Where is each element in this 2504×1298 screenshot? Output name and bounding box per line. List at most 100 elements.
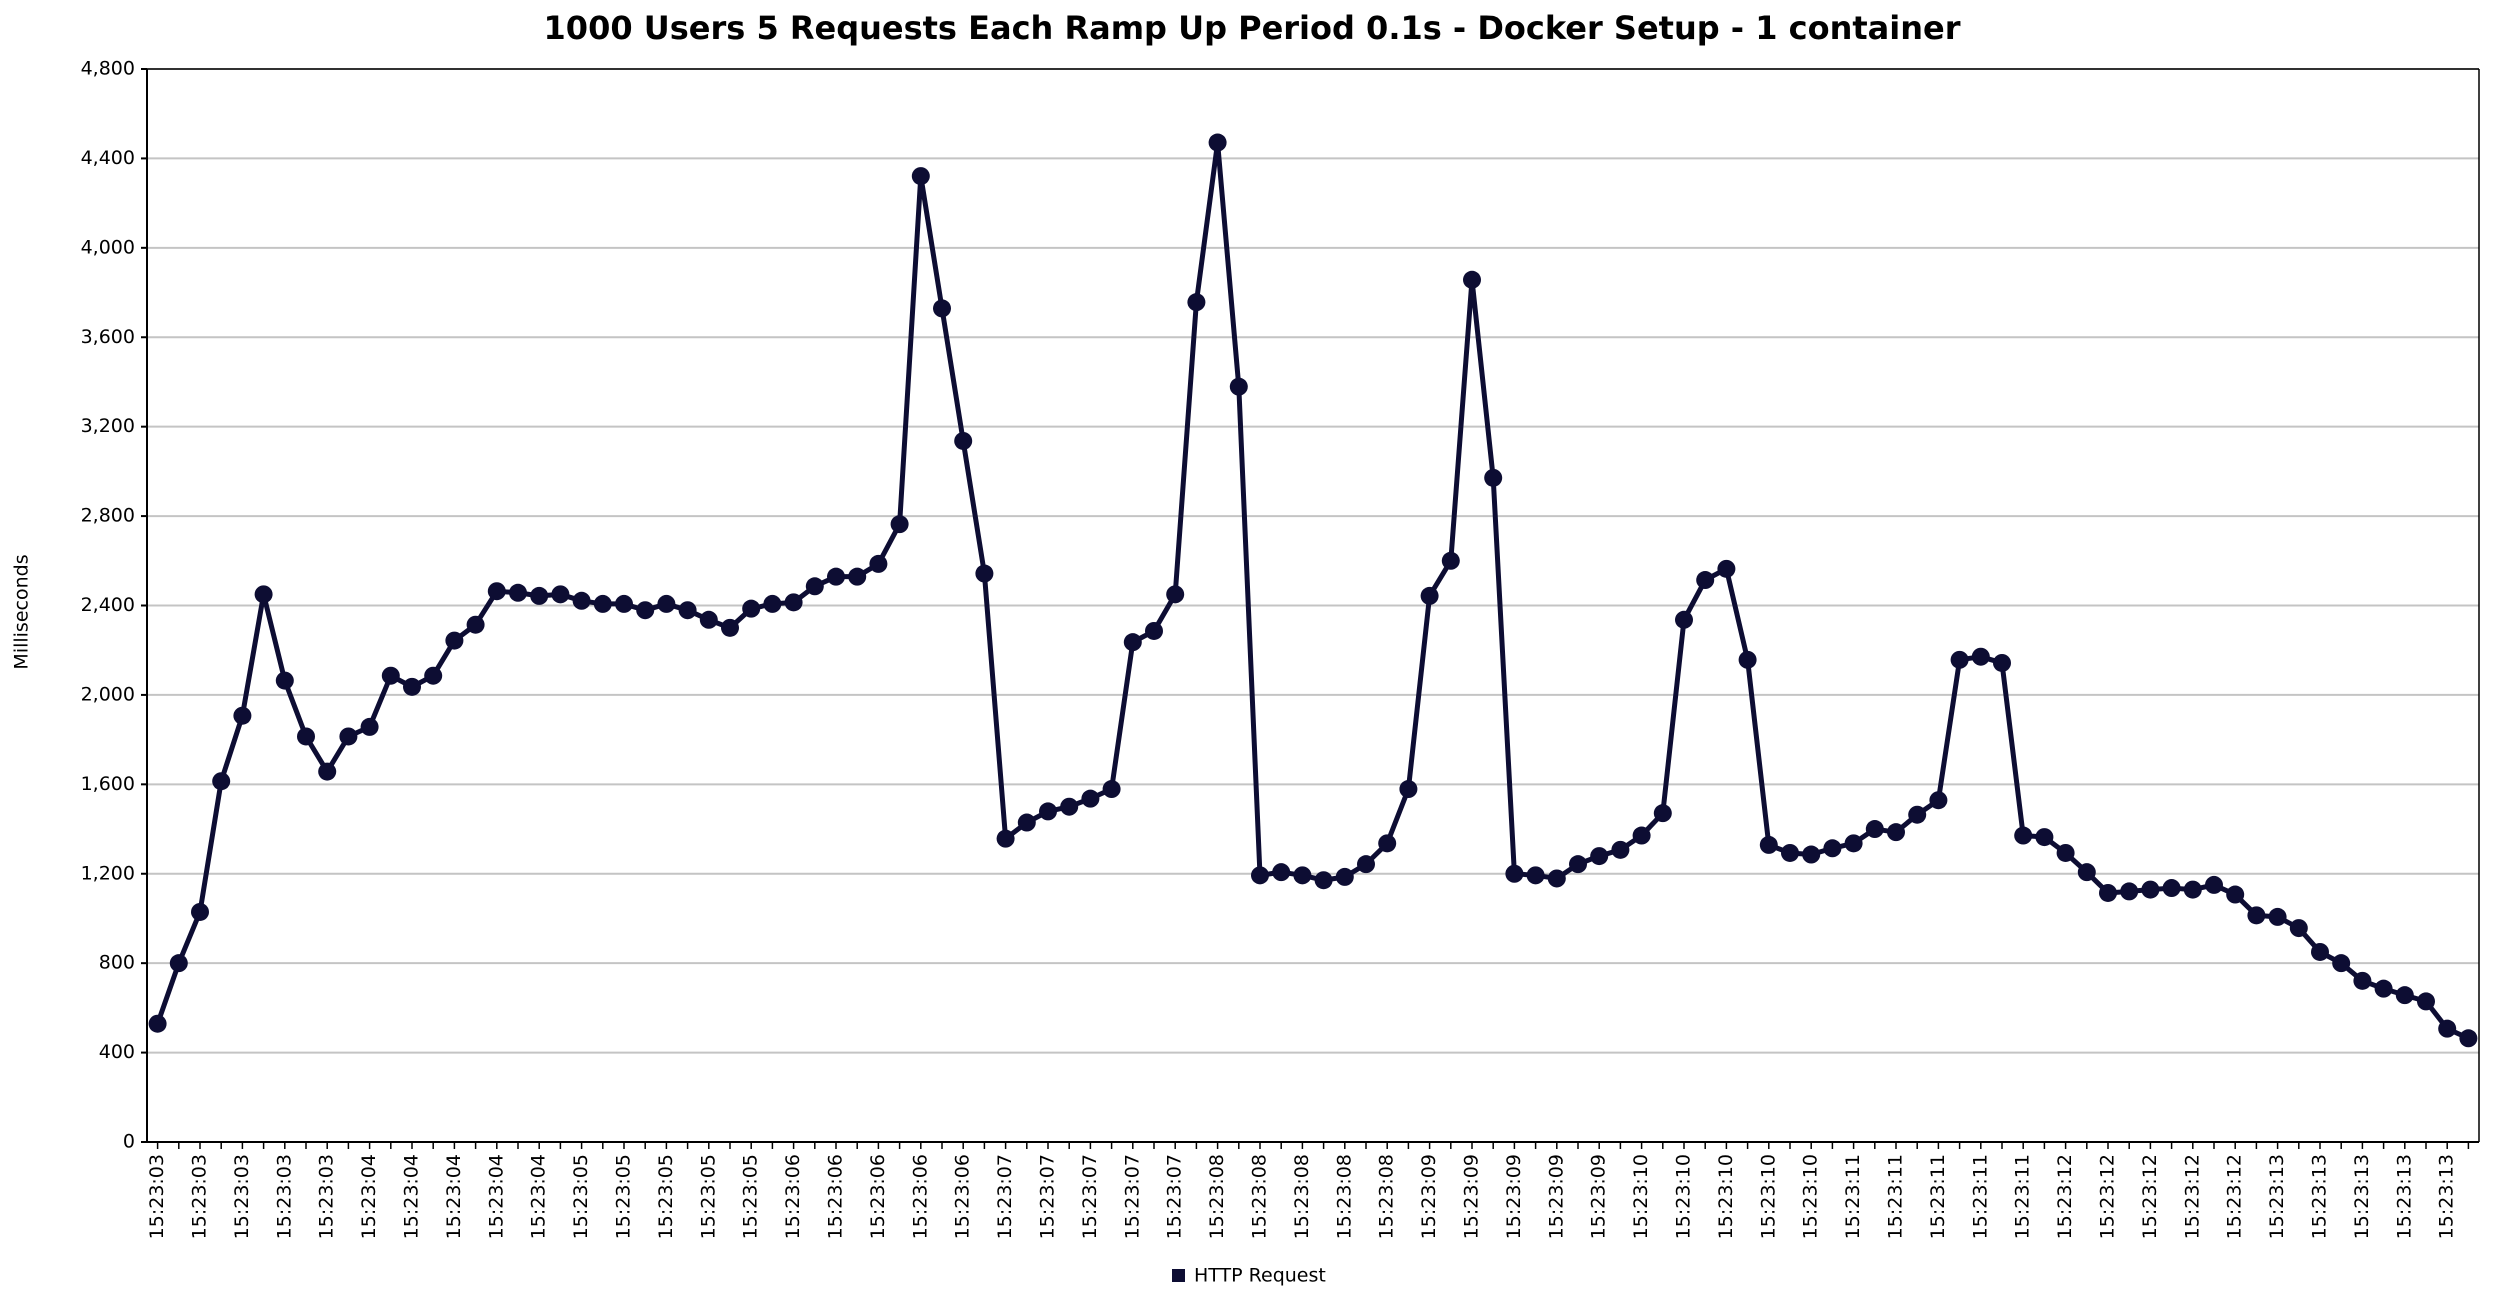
y-tick-label: 2,000 bbox=[81, 683, 135, 705]
data-point bbox=[1887, 823, 1905, 842]
data-point bbox=[1166, 585, 1185, 604]
data-point bbox=[551, 585, 570, 604]
data-point bbox=[1399, 780, 1418, 799]
data-point bbox=[2311, 942, 2329, 961]
data-point bbox=[1717, 559, 1736, 578]
data-point bbox=[1378, 834, 1397, 853]
data-point bbox=[2268, 907, 2287, 926]
x-tick-label: 15:23:10 bbox=[1757, 1154, 1779, 1239]
data-point bbox=[1505, 864, 1524, 883]
data-point bbox=[2205, 875, 2223, 894]
legend-swatch bbox=[1172, 1269, 1185, 1282]
data-point bbox=[615, 594, 633, 613]
x-tick-label: 15:23:03 bbox=[231, 1154, 253, 1239]
data-point bbox=[2289, 919, 2308, 938]
x-tick-label: 15:23:12 bbox=[2181, 1154, 2203, 1239]
data-point bbox=[2332, 954, 2351, 973]
x-tick-label: 15:23:05 bbox=[655, 1154, 677, 1239]
y-tick-label: 400 bbox=[99, 1041, 135, 1063]
data-point bbox=[1759, 835, 1778, 854]
x-tick-label: 15:23:10 bbox=[1800, 1154, 1822, 1239]
x-tick-label: 15:23:09 bbox=[1461, 1154, 1483, 1239]
x-tick-label: 15:23:08 bbox=[1333, 1154, 1355, 1239]
data-point bbox=[636, 601, 655, 620]
data-point bbox=[424, 666, 443, 685]
y-tick-label: 0 bbox=[123, 1131, 135, 1153]
data-point bbox=[1187, 293, 1206, 312]
data-point bbox=[1017, 813, 1036, 832]
data-point bbox=[996, 829, 1015, 848]
data-point bbox=[530, 586, 549, 605]
data-point bbox=[805, 577, 824, 596]
x-tick-label: 15:23:10 bbox=[1630, 1154, 1652, 1239]
y-tick-label: 3,200 bbox=[81, 415, 135, 437]
data-point bbox=[2395, 986, 2414, 1005]
data-point bbox=[466, 615, 485, 634]
data-point bbox=[1823, 839, 1842, 858]
data-point bbox=[233, 706, 252, 725]
data-point bbox=[1208, 133, 1227, 152]
data-point bbox=[381, 666, 400, 685]
data-point bbox=[2141, 880, 2160, 899]
x-tick-label: 15:23:08 bbox=[1206, 1154, 1228, 1239]
data-point bbox=[1781, 843, 1799, 862]
data-point bbox=[1526, 866, 1545, 885]
x-tick-label: 15:23:09 bbox=[1545, 1154, 1567, 1239]
data-point bbox=[1441, 551, 1460, 570]
x-tick-label: 15:23:04 bbox=[528, 1154, 550, 1239]
data-point bbox=[1929, 791, 1948, 810]
x-tick-label: 15:23:13 bbox=[2309, 1154, 2331, 1239]
x-tick-label: 15:23:06 bbox=[867, 1154, 889, 1239]
data-point bbox=[1463, 270, 1481, 289]
x-tick-label: 15:23:04 bbox=[443, 1154, 465, 1239]
data-point bbox=[1251, 866, 1269, 885]
data-point bbox=[1272, 863, 1291, 882]
data-point bbox=[2247, 906, 2266, 925]
data-point bbox=[2162, 879, 2181, 898]
x-tick-label: 15:23:07 bbox=[1121, 1154, 1143, 1239]
data-point bbox=[933, 299, 951, 318]
y-axis-label: Milliseconds bbox=[11, 554, 33, 669]
x-tick-label: 15:23:03 bbox=[189, 1154, 211, 1239]
data-point bbox=[1102, 780, 1121, 799]
x-tick-label: 15:23:07 bbox=[994, 1154, 1016, 1239]
x-tick-label: 15:23:08 bbox=[1376, 1154, 1398, 1239]
data-point bbox=[297, 727, 315, 746]
data-point bbox=[212, 772, 231, 791]
data-point bbox=[1632, 826, 1651, 845]
y-tick-label: 4,800 bbox=[81, 58, 135, 80]
data-point bbox=[2056, 843, 2075, 862]
x-tick-label: 15:23:06 bbox=[909, 1154, 931, 1239]
x-tick-label: 15:23:13 bbox=[2266, 1154, 2288, 1239]
x-tick-label: 15:23:05 bbox=[697, 1154, 719, 1239]
x-tick-label: 15:23:07 bbox=[1164, 1154, 1186, 1239]
x-tick-label: 15:23:08 bbox=[1249, 1154, 1271, 1239]
data-point bbox=[1908, 805, 1927, 824]
data-point bbox=[487, 582, 506, 601]
x-tick-label: 15:23:13 bbox=[2351, 1154, 2373, 1239]
data-point bbox=[1335, 867, 1354, 886]
y-tick-label: 2,800 bbox=[81, 505, 135, 527]
x-tick-label: 15:23:03 bbox=[316, 1154, 338, 1239]
data-point bbox=[1738, 650, 1757, 669]
y-tick-label: 1,200 bbox=[81, 862, 135, 884]
x-tick-label: 15:23:13 bbox=[2393, 1154, 2415, 1239]
data-point bbox=[975, 564, 994, 583]
x-tick-label: 15:23:12 bbox=[2097, 1154, 2119, 1239]
data-point bbox=[721, 618, 739, 637]
data-point bbox=[848, 567, 867, 586]
data-point bbox=[572, 591, 591, 610]
data-point bbox=[1060, 797, 1079, 816]
data-point bbox=[657, 594, 676, 613]
x-tick-label: 15:23:08 bbox=[1291, 1154, 1313, 1239]
data-point bbox=[1314, 871, 1333, 890]
y-tick-label: 800 bbox=[99, 952, 135, 974]
y-tick-label: 3,600 bbox=[81, 326, 135, 348]
data-point bbox=[1844, 834, 1863, 853]
data-point bbox=[360, 717, 379, 736]
data-point bbox=[1145, 621, 1163, 640]
data-point bbox=[1123, 633, 1142, 652]
data-point bbox=[445, 631, 464, 650]
data-point bbox=[1081, 789, 1100, 808]
